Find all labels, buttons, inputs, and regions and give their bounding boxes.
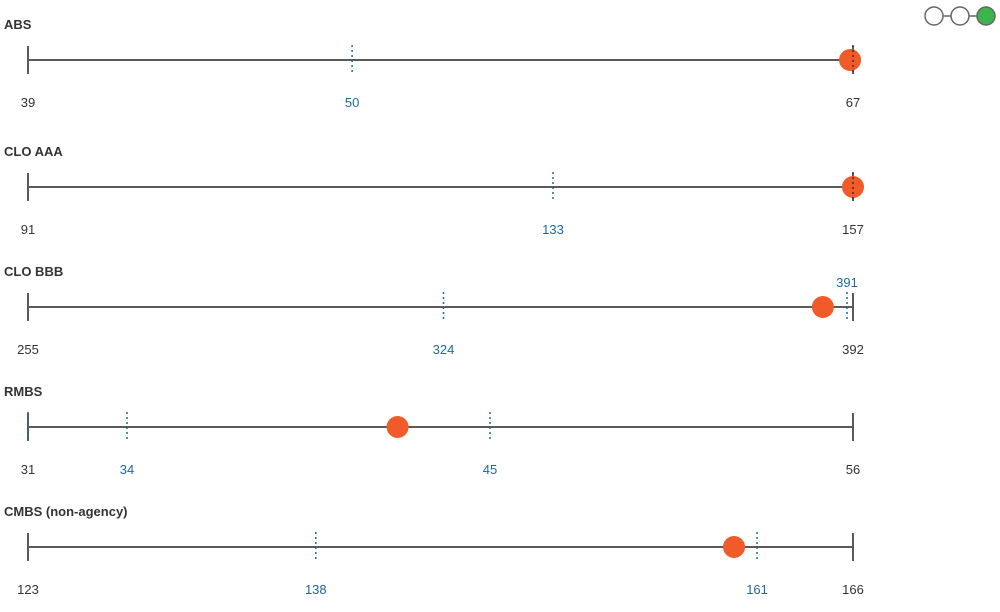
range-row: CMBS (non-agency) 123 166 138 161 xyxy=(4,504,864,597)
range-row: RMBS 31 56 34 45 xyxy=(4,384,860,477)
min-label: 123 xyxy=(17,582,39,597)
max-label: 56 xyxy=(846,462,860,477)
max-label: 166 xyxy=(842,582,864,597)
range-row: ABS 39 67 50 xyxy=(4,17,862,110)
current-value-dot xyxy=(723,536,746,558)
reference-label: 45 xyxy=(483,462,497,477)
row-label: CLO BBB xyxy=(4,264,63,279)
row-label: RMBS xyxy=(4,384,43,399)
pager-dot-1[interactable] xyxy=(924,6,944,26)
current-value-dot xyxy=(839,49,862,71)
min-label: 39 xyxy=(21,95,35,110)
pager-dot-2[interactable] xyxy=(950,6,970,26)
reference-label: 34 xyxy=(120,462,134,477)
range-row: CLO BBB 255 392 324 391 xyxy=(4,264,864,357)
reference-label: 133 xyxy=(542,222,564,237)
row-label: CMBS (non-agency) xyxy=(4,504,128,519)
min-label: 91 xyxy=(21,222,35,237)
current-value-dot xyxy=(386,416,409,438)
max-label: 392 xyxy=(842,342,864,357)
pager-dot-3[interactable] xyxy=(976,6,996,26)
max-label: 157 xyxy=(842,222,864,237)
min-label: 31 xyxy=(21,462,35,477)
range-row: CLO AAA 91 157 133 xyxy=(4,144,864,237)
reference-label: 391 xyxy=(836,275,858,290)
reference-label: 138 xyxy=(305,582,327,597)
current-value-dot xyxy=(811,296,834,318)
row-label: ABS xyxy=(4,17,32,32)
pager xyxy=(924,6,996,26)
row-label: CLO AAA xyxy=(4,144,63,159)
max-label: 67 xyxy=(846,95,860,110)
reference-label: 50 xyxy=(345,95,359,110)
reference-label: 161 xyxy=(746,582,768,597)
reference-label: 324 xyxy=(433,342,455,357)
min-label: 255 xyxy=(17,342,39,357)
